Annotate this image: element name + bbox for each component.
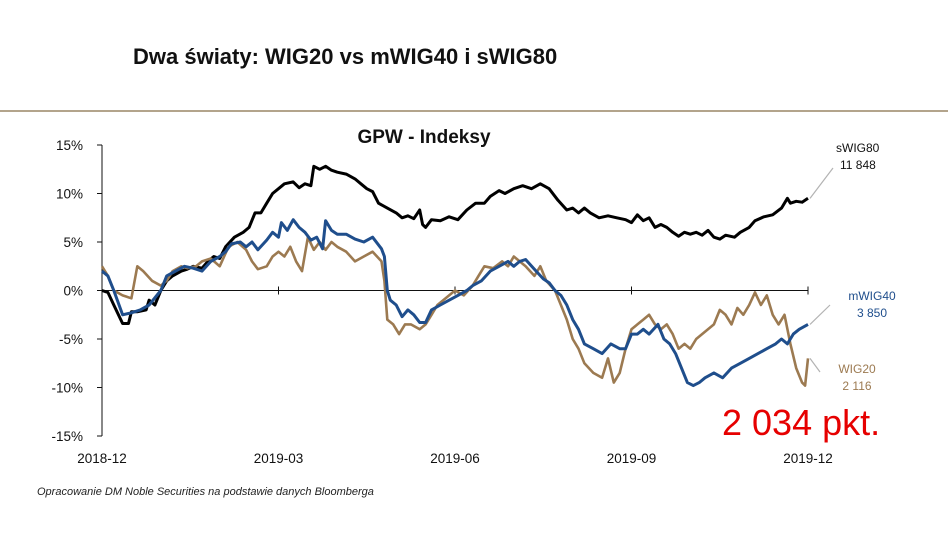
x-tick-label: 2019-06 <box>430 451 480 466</box>
swig80-label: sWIG80 <box>836 141 880 155</box>
wig20-line <box>100 235 810 387</box>
mwig40-label: mWIG40 <box>848 289 896 303</box>
mwig40-line <box>101 218 809 388</box>
mwig40-leader-line <box>809 304 831 325</box>
y-tick-label: 10% <box>56 187 83 202</box>
source-footnote: Opracowanie DM Noble Securities na podst… <box>37 486 374 498</box>
y-tick-label: -10% <box>51 381 83 396</box>
y-tick-label: 0% <box>63 284 83 299</box>
wig20-value: 2 116 <box>842 379 871 393</box>
wig20-label: WIG20 <box>838 362 876 376</box>
x-tick-label: 2018-12 <box>77 451 127 466</box>
y-tick-label: 5% <box>63 235 83 250</box>
swig80-line <box>101 164 809 325</box>
mwig40-value: 3 850 <box>857 306 887 320</box>
wig20-leader-line <box>809 358 821 373</box>
x-tick-label: 2019-03 <box>254 451 304 466</box>
x-tick-label: 2019-09 <box>607 451 657 466</box>
wig20-highlight-value: 2 034 pkt. <box>722 402 881 443</box>
title-divider <box>0 110 948 112</box>
swig80-value: 11 848 <box>840 158 876 172</box>
y-tick-label: 15% <box>56 138 83 153</box>
x-tick-label: 2019-12 <box>783 451 833 466</box>
chart-title: GPW - Indeksy <box>357 127 490 148</box>
slide-title: Dwa światy: WIG20 vs mWIG40 i sWIG80 <box>133 44 558 69</box>
y-tick-label: -15% <box>51 429 83 444</box>
y-tick-label: -5% <box>59 332 83 347</box>
swig80-leader-line <box>809 167 834 199</box>
